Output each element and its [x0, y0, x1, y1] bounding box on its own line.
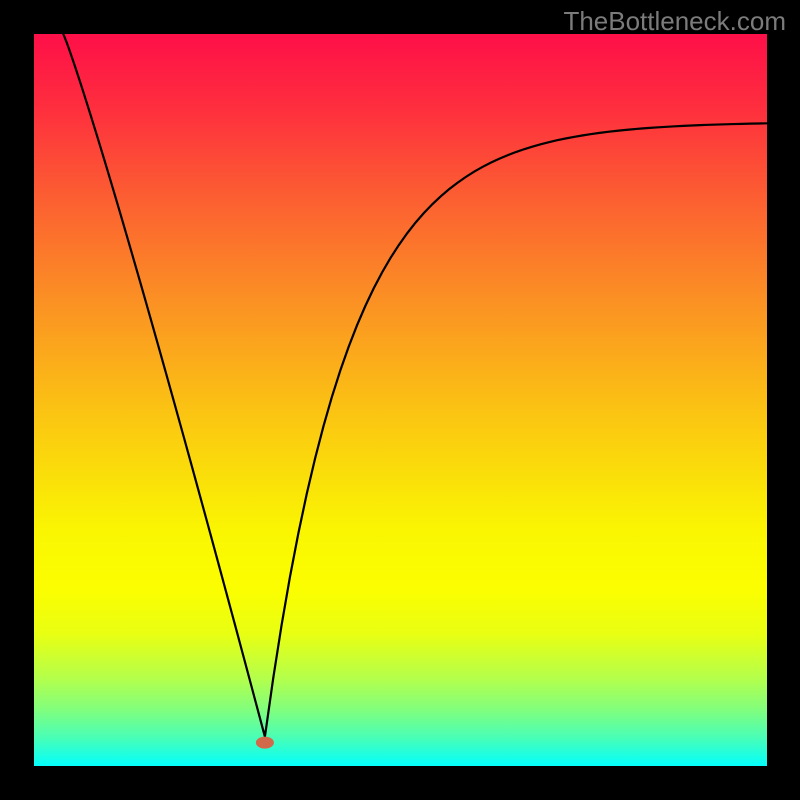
- bottleneck-chart: [0, 0, 800, 800]
- watermark-text: TheBottleneck.com: [563, 6, 786, 37]
- chart-container: TheBottleneck.com: [0, 0, 800, 800]
- chart-background: [34, 34, 767, 766]
- optimal-point-marker: [256, 737, 274, 749]
